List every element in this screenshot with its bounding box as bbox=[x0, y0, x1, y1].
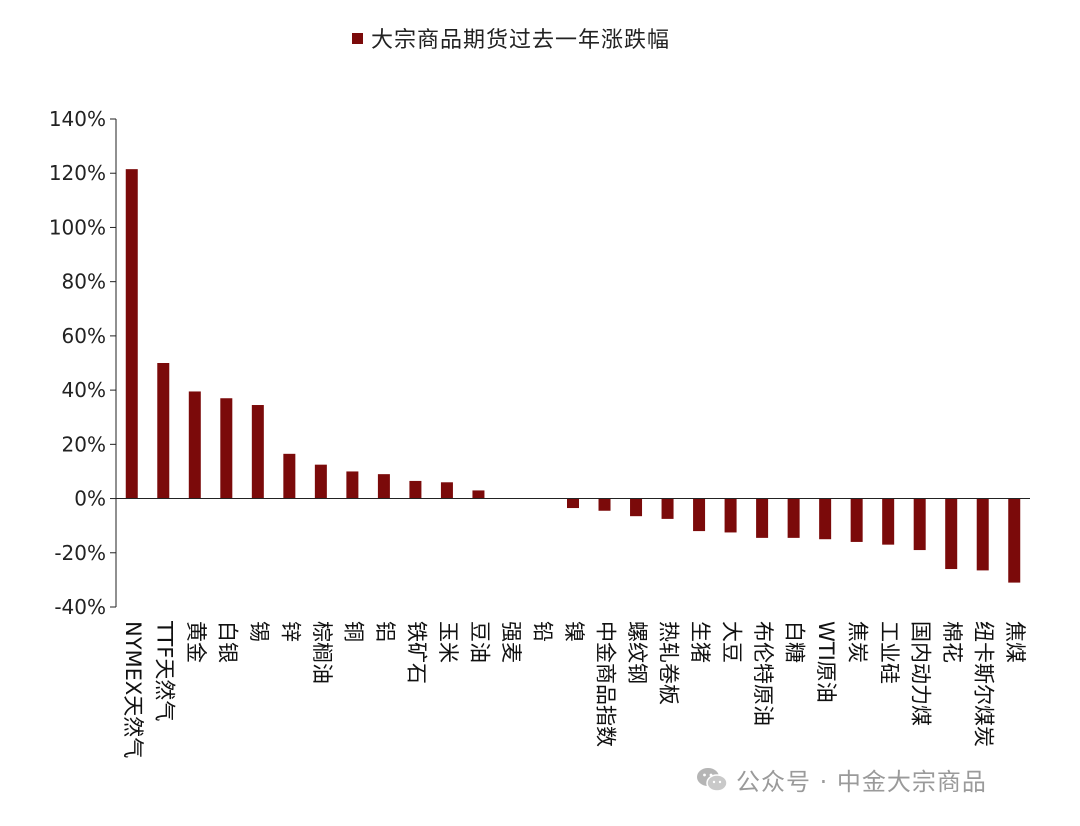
category-label: TTF天然气 bbox=[152, 620, 176, 721]
category-label: 铁矿石 bbox=[404, 621, 428, 684]
bar bbox=[220, 398, 233, 499]
category-label: 中金商品指数 bbox=[594, 621, 618, 747]
bar bbox=[346, 471, 359, 499]
category-label: 镍 bbox=[562, 621, 586, 642]
category-label: 热轧卷板 bbox=[657, 621, 681, 705]
bar bbox=[377, 474, 390, 499]
bar bbox=[819, 498, 832, 540]
category-label: WTI原油 bbox=[814, 621, 838, 703]
category-label: 黄金 bbox=[184, 621, 208, 663]
bar bbox=[976, 498, 989, 571]
category-label: 布伦特原油 bbox=[751, 621, 775, 726]
bar bbox=[693, 498, 706, 532]
legend: 大宗商品期货过去一年涨跌幅 bbox=[352, 22, 670, 54]
category-label: 焦煤 bbox=[1003, 621, 1027, 663]
category-label: 锌 bbox=[278, 621, 302, 642]
category-label: 大豆 bbox=[720, 621, 744, 663]
category-label: 玉米 bbox=[436, 621, 460, 663]
category-label: 铅 bbox=[530, 621, 554, 642]
bar bbox=[756, 498, 769, 538]
category-label: 棉花 bbox=[940, 621, 964, 663]
bar bbox=[1008, 498, 1021, 583]
bar bbox=[787, 498, 800, 538]
bar bbox=[567, 498, 579, 509]
y-tick-label: 140% bbox=[49, 107, 106, 131]
category-label: 白糖 bbox=[783, 621, 807, 663]
bar bbox=[314, 464, 327, 499]
category-label: 生猪 bbox=[688, 621, 712, 663]
category-label: 国内动力煤 bbox=[909, 621, 933, 726]
bar bbox=[440, 482, 453, 499]
watermark: 公众号 · 中金大宗商品 bbox=[696, 762, 987, 797]
y-axis: -40% -20% 0% 20% 40% 60% 80% 100% 120% 140% bbox=[49, 107, 117, 619]
y-tick-label: -20% bbox=[54, 541, 106, 565]
bar bbox=[661, 498, 674, 519]
category-label: 白银 bbox=[215, 621, 239, 663]
category-labels: NYMEX天然气 TTF天然气 黄金 白银锡锌棕榈油铜铝铁矿石 玉米 豆油 强麦铅镍中金商品… bbox=[121, 620, 1027, 758]
bar bbox=[188, 391, 201, 499]
y-tick-label: 60% bbox=[62, 324, 106, 348]
legend-swatch bbox=[352, 32, 363, 44]
bar bbox=[472, 490, 485, 499]
y-tick-label: 20% bbox=[62, 432, 106, 456]
category-label: 铝 bbox=[373, 621, 397, 642]
watermark-text: 公众号 · 中金大宗商品 bbox=[736, 768, 987, 796]
bar bbox=[945, 498, 958, 570]
bars bbox=[125, 169, 1021, 583]
y-tick-label: 80% bbox=[62, 270, 106, 294]
bar bbox=[630, 498, 643, 517]
bar bbox=[251, 405, 264, 499]
category-label: 工业硅 bbox=[877, 621, 901, 684]
y-tick-label: 120% bbox=[49, 161, 106, 185]
bar bbox=[850, 498, 863, 542]
legend-label: 大宗商品期货过去一年涨跌幅 bbox=[371, 28, 671, 53]
category-label: 纽卡斯尔煤炭 bbox=[972, 621, 996, 747]
category-label: NYMEX天然气 bbox=[121, 621, 145, 758]
bar bbox=[598, 498, 611, 511]
bar bbox=[157, 363, 170, 499]
category-label: 铜 bbox=[341, 621, 365, 642]
category-label: 锡 bbox=[247, 621, 271, 642]
bar bbox=[882, 498, 895, 545]
bar bbox=[283, 453, 296, 499]
y-tick-label: 40% bbox=[62, 378, 106, 402]
bar bbox=[913, 498, 926, 551]
category-label: 棕榈油 bbox=[310, 621, 334, 684]
category-label: 螺纹钢 bbox=[625, 621, 649, 684]
y-tick-label: -40% bbox=[54, 595, 106, 619]
bar bbox=[409, 480, 422, 499]
bar bbox=[724, 498, 737, 533]
y-tick-label: 0% bbox=[74, 487, 106, 511]
y-tick-label: 100% bbox=[49, 215, 106, 239]
category-label: 豆油 bbox=[467, 621, 491, 663]
wechat-icon bbox=[697, 767, 728, 792]
bar bbox=[125, 169, 138, 499]
category-label: 强麦 bbox=[499, 621, 523, 663]
category-label: 焦炭 bbox=[846, 621, 870, 663]
